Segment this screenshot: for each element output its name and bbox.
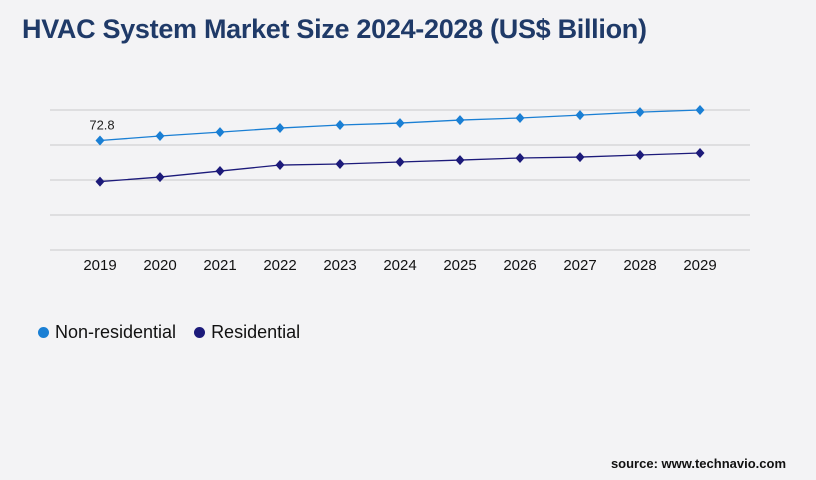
data-point: [275, 123, 285, 134]
data-point: [455, 115, 465, 126]
legend-marker-icon: [194, 327, 206, 338]
data-point: [395, 157, 405, 168]
data-point: [155, 172, 165, 183]
x-tick-label: 2028: [623, 257, 656, 274]
data-point: [95, 135, 105, 146]
data-point: [395, 118, 405, 129]
data-point: [575, 110, 585, 121]
data-point: [695, 148, 705, 159]
x-tick-label: 2023: [323, 257, 356, 274]
legend-marker-icon: [38, 327, 49, 338]
data-point: [515, 112, 525, 123]
data-label: 72.8: [89, 118, 114, 133]
data-point: [335, 158, 345, 169]
data-point: [215, 127, 225, 138]
x-tick-label: 2029: [683, 257, 716, 274]
source-note: source: www.technavio.com: [610, 456, 786, 471]
x-tick-label: 2020: [143, 257, 176, 274]
data-point: [515, 152, 525, 163]
x-tick-label: 2026: [503, 257, 536, 274]
x-tick-label: 2019: [83, 257, 116, 274]
x-tick-label: 2024: [383, 257, 416, 274]
line-chart: 2019 2020 2021 2022 2023 2024 2025 2026 2027 2028…: [50, 105, 750, 274]
x-tick-label: 2022: [263, 257, 296, 274]
data-point: [275, 160, 285, 171]
x-tick-label: 2021: [203, 257, 236, 274]
data-point: [215, 166, 225, 177]
x-tick-label: 2025: [443, 257, 476, 274]
data-point: [455, 155, 465, 166]
x-tick-label: 2027: [563, 257, 596, 274]
data-point: [155, 131, 165, 142]
data-point: [695, 105, 705, 115]
data-point: [635, 149, 645, 160]
legend-label: Residential: [211, 322, 301, 342]
data-point: [335, 120, 345, 131]
legend-item-non-residential: Non-residential: [38, 322, 176, 343]
chart-title: HVAC System Market Size 2024-2028 (US$ B…: [22, 14, 647, 44]
data-point: [635, 107, 645, 118]
legend-label: Non-residential: [55, 322, 177, 342]
data-point: [95, 176, 105, 187]
data-point: [575, 152, 585, 163]
legend-item-residential: Residential: [194, 322, 300, 343]
legend: Non-residential Residential: [38, 322, 300, 343]
